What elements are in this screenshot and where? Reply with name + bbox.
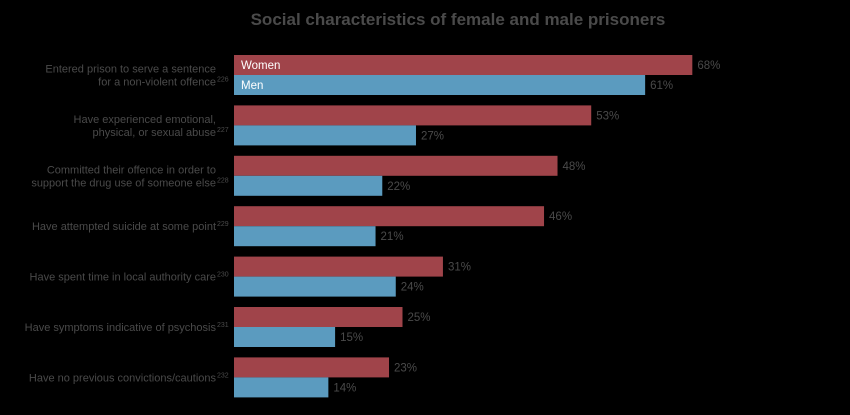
value-label-men-3: 22% <box>387 181 410 193</box>
bar-women-6 <box>234 307 403 327</box>
value-label-men-2: 27% <box>421 130 444 142</box>
category-label-3-line-2: support the drug use of someone else <box>31 177 216 189</box>
value-label-men-4: 21% <box>381 231 404 243</box>
category-ref-1: 226 <box>217 77 229 84</box>
category-label-4-line-1: Have attempted suicide at some point <box>32 221 216 233</box>
value-label-men-1: 61% <box>650 80 673 92</box>
category-label-6-line-1: Have symptoms indicative of psychosis <box>25 322 217 334</box>
value-label-women-4: 46% <box>549 211 572 223</box>
bar-women-3 <box>234 155 558 176</box>
bar-men-5 <box>234 276 396 297</box>
value-label-women-3: 48% <box>563 161 586 173</box>
category-label-1-line-1: Entered prison to serve a sentence <box>45 64 216 76</box>
bar-women-1 <box>234 55 693 75</box>
category-ref-5: 230 <box>217 272 229 279</box>
bar-men-4 <box>234 226 376 247</box>
value-label-men-7: 14% <box>333 382 356 394</box>
bars-layer: 68% Women 61% Men 53% 27% 48% 22% 46% 21% 31% 24% 25… <box>234 55 720 398</box>
value-label-women-1: 68% <box>697 60 720 72</box>
chart-title: Social characteristics of female and mal… <box>251 10 666 29</box>
value-label-men-6: 15% <box>340 332 363 344</box>
legend-men: Men <box>241 80 263 92</box>
category-ref-3: 228 <box>217 177 229 184</box>
value-label-women-6: 25% <box>408 312 431 324</box>
bar-women-5 <box>234 256 443 277</box>
value-label-women-5: 31% <box>448 262 471 274</box>
bar-women-2 <box>234 105 592 126</box>
category-ref-2: 227 <box>217 127 229 134</box>
bar-men-6 <box>234 327 336 347</box>
category-ref-4: 229 <box>217 221 229 228</box>
bar-men-2 <box>234 125 416 146</box>
category-label-3-line-1: Committed their offence in order to <box>47 164 216 176</box>
bar-men-1 <box>234 75 646 95</box>
category-label-2-line-1: Have experienced emotional, <box>74 114 216 126</box>
value-label-men-5: 24% <box>401 282 424 294</box>
bar-women-4 <box>234 206 545 227</box>
value-label-women-2: 53% <box>596 110 619 122</box>
bar-men-3 <box>234 175 383 196</box>
category-label-5-line-1: Have spent time in local authority care <box>30 272 216 284</box>
category-label-1-line-2: for a non-violent offence <box>98 77 216 89</box>
bar-women-7 <box>234 357 390 378</box>
legend-women: Women <box>241 60 280 72</box>
value-label-women-7: 23% <box>394 362 417 374</box>
category-ref-7: 232 <box>217 372 229 379</box>
bar-men-7 <box>234 377 329 398</box>
category-ref-6: 231 <box>217 322 229 329</box>
category-label-2-line-2: physical, or sexual abuse <box>92 127 216 139</box>
category-label-7-line-1: Have no previous convictions/cautions <box>29 372 217 384</box>
